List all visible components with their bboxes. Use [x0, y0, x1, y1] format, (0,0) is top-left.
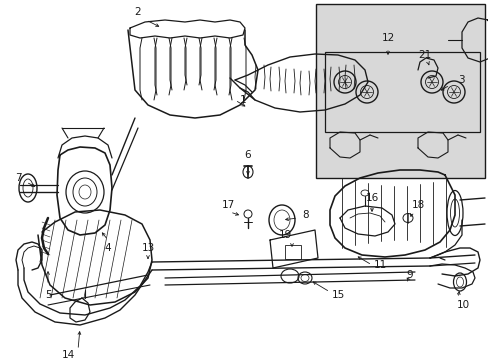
Text: 4: 4 — [104, 243, 111, 253]
Text: 13: 13 — [141, 243, 154, 253]
Bar — [325, 52, 479, 132]
Text: 5: 5 — [44, 290, 51, 300]
Ellipse shape — [425, 76, 438, 89]
Text: 1: 1 — [239, 95, 246, 105]
Ellipse shape — [442, 81, 464, 103]
Text: 7: 7 — [15, 173, 21, 183]
Text: 9: 9 — [406, 270, 412, 280]
Text: 11: 11 — [373, 260, 386, 270]
Text: 15: 15 — [331, 290, 344, 300]
Ellipse shape — [447, 85, 460, 99]
Text: 17: 17 — [221, 200, 234, 210]
Text: 19: 19 — [278, 230, 291, 240]
Text: 3: 3 — [457, 75, 464, 85]
Text: 21: 21 — [418, 50, 431, 60]
Ellipse shape — [360, 85, 373, 99]
Text: 14: 14 — [61, 350, 75, 360]
Ellipse shape — [338, 76, 351, 89]
Text: 2: 2 — [134, 7, 141, 17]
Ellipse shape — [420, 71, 442, 93]
Text: 16: 16 — [365, 193, 378, 203]
Text: 12: 12 — [381, 33, 394, 43]
Ellipse shape — [355, 81, 377, 103]
Text: 6: 6 — [244, 150, 251, 160]
Text: 8: 8 — [302, 210, 309, 220]
Text: 10: 10 — [455, 300, 468, 310]
Text: 18: 18 — [410, 200, 424, 210]
Bar — [315, 4, 484, 178]
Ellipse shape — [333, 71, 355, 93]
Bar — [285, 245, 301, 259]
